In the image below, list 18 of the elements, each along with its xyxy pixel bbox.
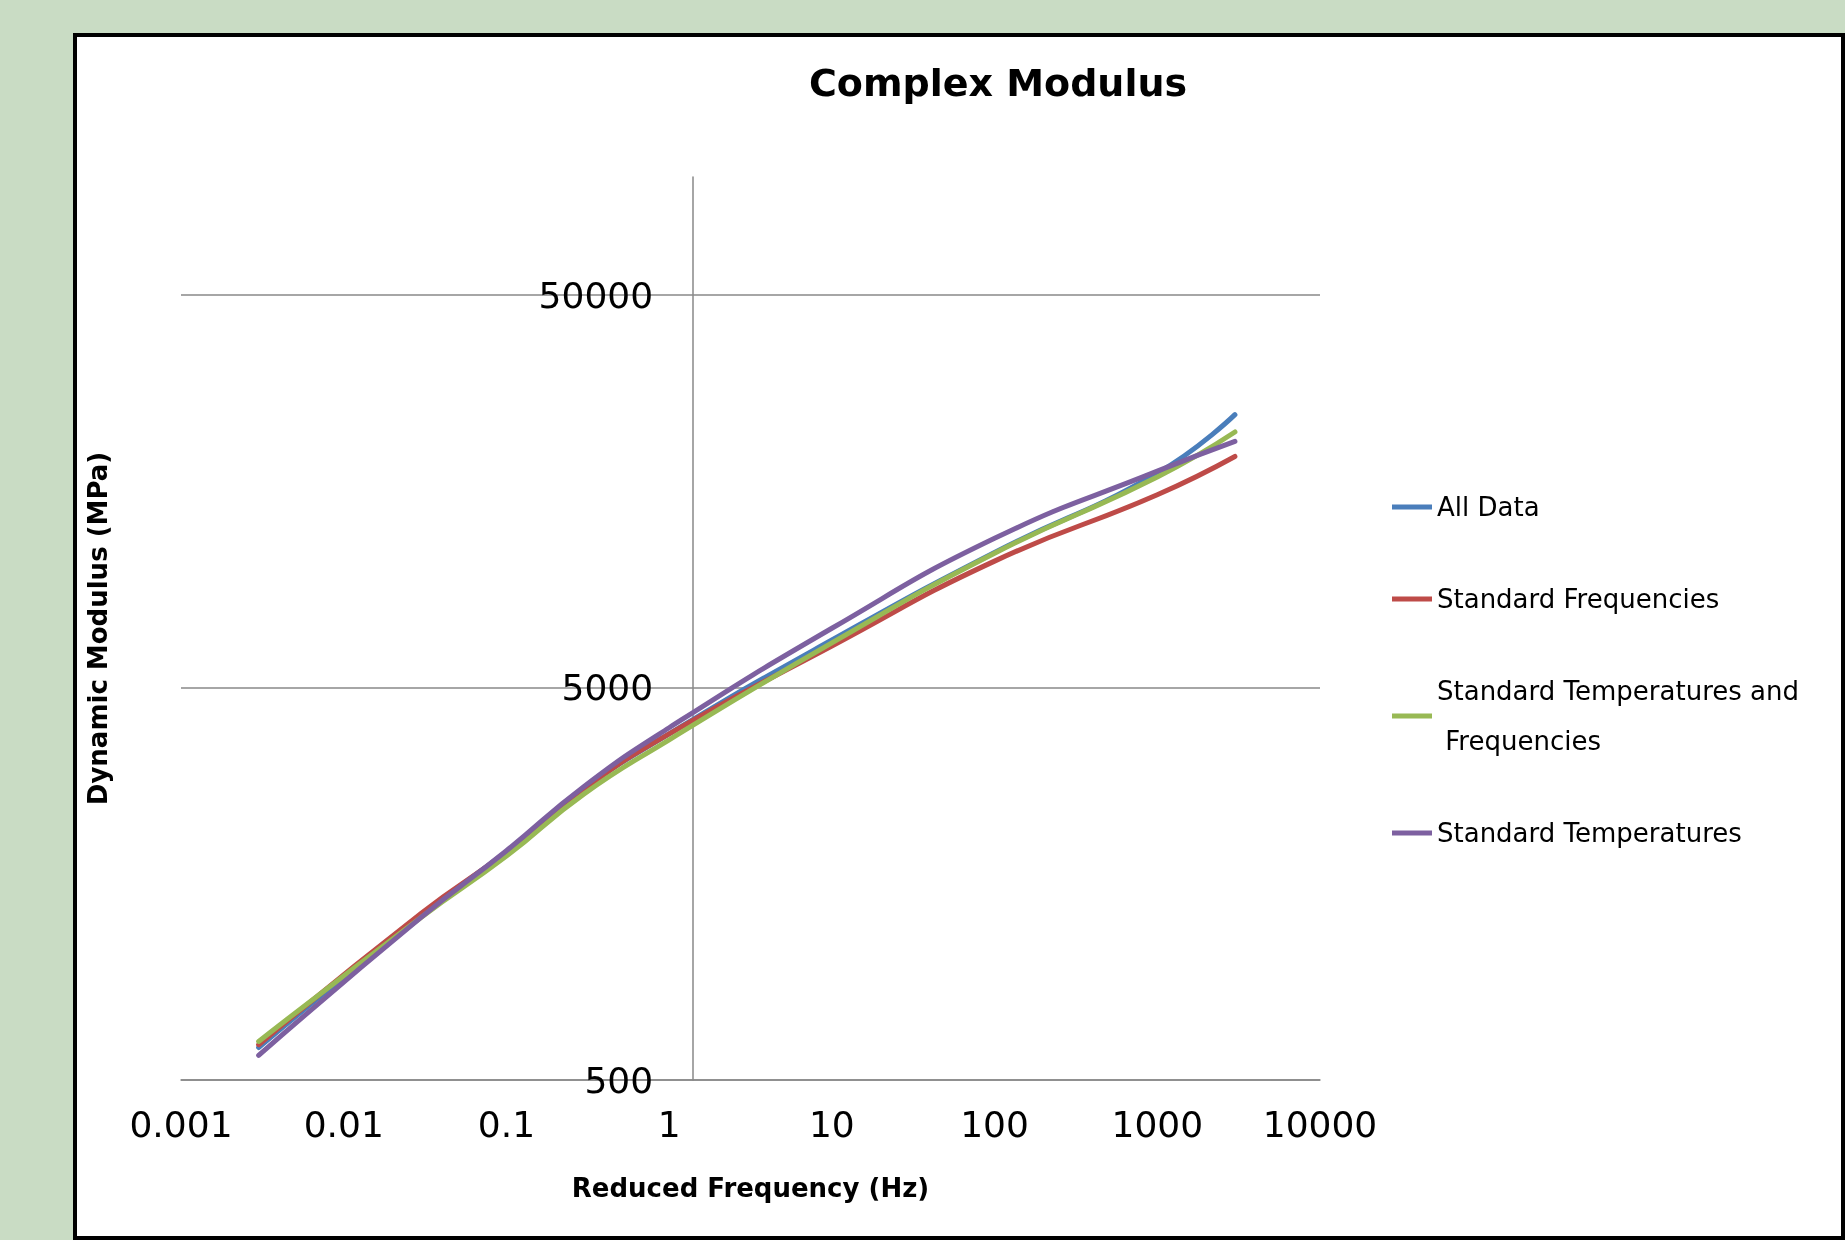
x-tick-label: 0.1 bbox=[477, 1103, 536, 1145]
x-tick-label: 10000 bbox=[1262, 1103, 1378, 1145]
chart-title: Complex Modulus bbox=[808, 61, 1188, 105]
x-tick-label: 10 bbox=[808, 1103, 855, 1145]
y-tick-label: 50000 bbox=[538, 274, 654, 316]
legend-label: Standard Frequencies bbox=[1437, 584, 1720, 614]
x-tick-label: 0.001 bbox=[129, 1103, 233, 1145]
y-tick-label: 500 bbox=[584, 1059, 654, 1101]
x-axis-title: Reduced Frequency (Hz) bbox=[571, 1173, 930, 1203]
x-tick-label: 1000 bbox=[1111, 1103, 1204, 1145]
x-tick-label: 100 bbox=[960, 1103, 1029, 1145]
x-tick-label: 0.01 bbox=[303, 1103, 384, 1145]
x-tick-label: 1 bbox=[657, 1103, 681, 1145]
legend-label: Standard Temperatures bbox=[1437, 818, 1742, 848]
legend-label: All Data bbox=[1437, 492, 1540, 522]
y-axis-title: Dynamic Modulus (MPa) bbox=[83, 451, 113, 806]
legend-label: Standard Temperatures and Frequencies bbox=[1437, 676, 1799, 756]
y-tick-label: 5000 bbox=[561, 667, 654, 709]
